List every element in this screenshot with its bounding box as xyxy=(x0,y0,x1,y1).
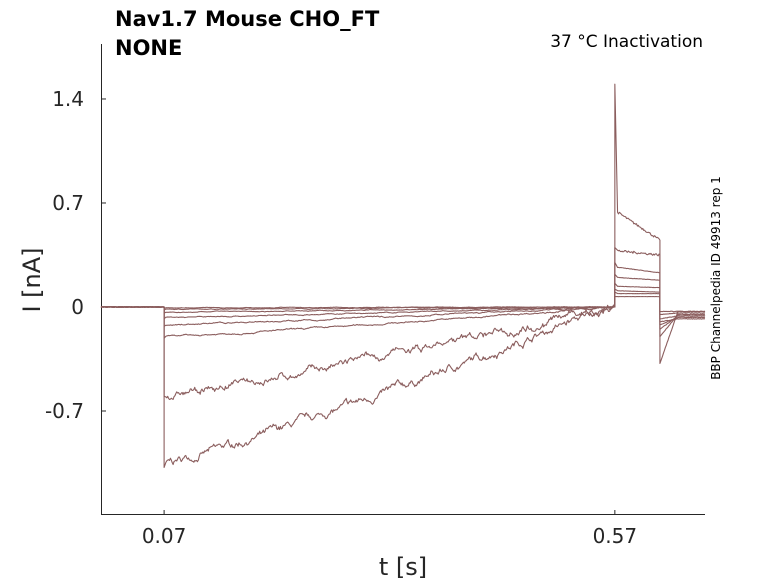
y-axis-label: I [nA] xyxy=(18,247,46,312)
x-ticks: 0.07 0.57 xyxy=(142,510,637,548)
y-tick-label: 0.7 xyxy=(52,191,84,215)
x-tick-label: 0.57 xyxy=(593,524,638,548)
current-trace-8 xyxy=(100,295,706,313)
x-axis-label: t [s] xyxy=(379,553,427,581)
y-tick-label: -0.7 xyxy=(45,399,84,423)
current-trace-2 xyxy=(100,247,706,401)
condition-annotation: 37 °C Inactivation xyxy=(550,32,703,52)
chart-title-line2: NONE xyxy=(115,36,182,60)
x-tick-label: 0.07 xyxy=(142,524,187,548)
y-ticks: -0.7 0 0.7 1.4 xyxy=(45,87,106,423)
channelpedia-id-label: BBP Channelpedia ID 49913 rep 1 xyxy=(709,176,723,380)
plot-area: -0.7 0 0.7 1.4 0.07 0.57 xyxy=(45,44,706,548)
y-tick-label: 1.4 xyxy=(52,87,84,111)
current-traces xyxy=(100,83,706,468)
y-tick-label: 0 xyxy=(71,295,84,319)
current-trace-1 xyxy=(100,83,706,468)
chart-title-line1: Nav1.7 Mouse CHO_FT xyxy=(115,7,380,31)
